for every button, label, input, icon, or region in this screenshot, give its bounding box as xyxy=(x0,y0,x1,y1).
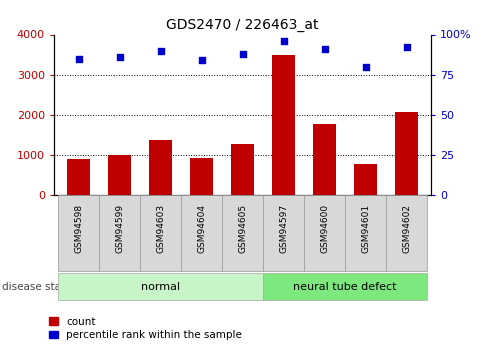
Bar xyxy=(231,144,254,195)
Text: normal: normal xyxy=(141,282,180,292)
Text: GSM94605: GSM94605 xyxy=(238,204,247,253)
Text: GSM94602: GSM94602 xyxy=(402,204,411,253)
Bar xyxy=(395,111,418,195)
Bar xyxy=(313,124,336,195)
Text: GSM94603: GSM94603 xyxy=(156,204,165,253)
Bar xyxy=(354,165,377,195)
Legend: count, percentile rank within the sample: count, percentile rank within the sample xyxy=(49,317,242,340)
Bar xyxy=(149,140,172,195)
Text: GSM94604: GSM94604 xyxy=(197,204,206,253)
Text: disease state ▶: disease state ▶ xyxy=(2,282,83,292)
Bar xyxy=(190,158,213,195)
Point xyxy=(197,57,205,63)
Text: neural tube defect: neural tube defect xyxy=(294,282,397,292)
Bar xyxy=(108,155,131,195)
Text: GSM94601: GSM94601 xyxy=(361,204,370,253)
Point xyxy=(280,38,288,44)
Point xyxy=(362,64,369,69)
Point xyxy=(320,46,328,52)
Title: GDS2470 / 226463_at: GDS2470 / 226463_at xyxy=(166,18,319,32)
Point xyxy=(239,51,246,57)
Bar xyxy=(67,159,90,195)
Text: GSM94599: GSM94599 xyxy=(115,204,124,253)
Bar xyxy=(272,55,295,195)
Point xyxy=(74,56,82,61)
Point xyxy=(157,48,165,53)
Text: GSM94597: GSM94597 xyxy=(279,204,288,253)
Text: GSM94600: GSM94600 xyxy=(320,204,329,253)
Text: GSM94598: GSM94598 xyxy=(74,204,83,253)
Point xyxy=(403,45,411,50)
Point xyxy=(116,54,123,60)
